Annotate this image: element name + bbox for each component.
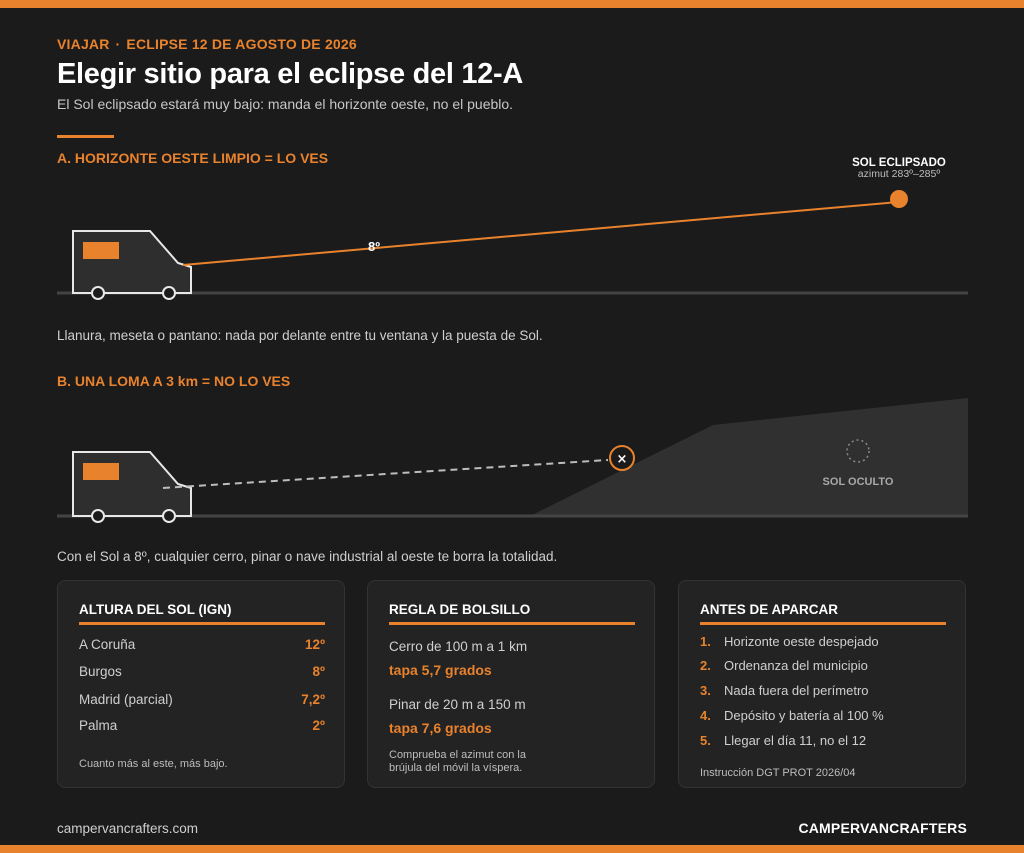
item-number: 5. bbox=[700, 733, 711, 748]
kicker-date: ECLIPSE 12 DE AGOSTO DE 2026 bbox=[126, 36, 357, 52]
blocked-marker-icon bbox=[609, 445, 635, 471]
hidden-sun-icon bbox=[846, 439, 870, 463]
checklist-item: 4. Depósito y batería al 100 % bbox=[700, 708, 946, 723]
item-text: Depósito y batería al 100 % bbox=[724, 708, 884, 723]
top-accent-bar bbox=[0, 0, 1024, 8]
card-title: REGLA DE BOLSILLO bbox=[389, 602, 635, 625]
card-footnote: Instrucción DGT PROT 2026/04 bbox=[700, 767, 856, 779]
kicker-category: VIAJAR bbox=[57, 36, 110, 52]
city-name: Burgos bbox=[79, 664, 122, 679]
rule-value: tapa 5,7 grados bbox=[389, 662, 492, 678]
altitude-value: 8º bbox=[312, 664, 325, 679]
altitude-value: 7,2º bbox=[301, 692, 325, 707]
eclipsed-sun-icon bbox=[890, 190, 908, 208]
angle-label: 8º bbox=[368, 239, 380, 254]
footer-site-link[interactable]: campervancrafters.com bbox=[57, 821, 199, 836]
card-footnote: Cuanto más al este, más bajo. bbox=[79, 758, 228, 770]
rule-text: Pinar de 20 m a 150 m bbox=[389, 697, 526, 712]
item-text: Ordenanza del municipio bbox=[724, 658, 868, 673]
card-altura-del-sol: ALTURA DEL SOL (IGN) A Coruña 12º Burgos 8… bbox=[57, 580, 345, 788]
sun-label: SOL ECLIPSADO bbox=[852, 157, 946, 169]
hill-shape bbox=[530, 398, 968, 516]
blocked-mark: × bbox=[617, 452, 628, 467]
sun-azimuth: azimut 283º–285º bbox=[858, 168, 941, 180]
sightline bbox=[182, 201, 899, 266]
card-title: ANTES DE APARCAR bbox=[700, 602, 946, 625]
checklist-item: 3. Nada fuera del perímetro bbox=[700, 683, 946, 698]
page-title: Elegir sitio para el eclipse del 12-A bbox=[57, 58, 523, 90]
card-regla-de-bolsillo: REGLA DE BOLSILLO Cerro de 100 m a 1 km … bbox=[367, 580, 655, 788]
city-name: Palma bbox=[79, 718, 118, 733]
altitude-row: Madrid (parcial) 7,2º bbox=[79, 692, 325, 707]
section-a-heading: A. HORIZONTE OESTE LIMPIO = LO VES bbox=[57, 150, 329, 166]
kicker-separator: · bbox=[115, 36, 121, 52]
footer-brand: CAMPERVANCRAFTERS bbox=[798, 820, 967, 836]
altitude-value: 12º bbox=[305, 637, 325, 652]
campervan-icon bbox=[72, 451, 192, 523]
hidden-sun-label: SOL OCULTO bbox=[823, 476, 894, 488]
section-a-diagram: 8º SOL ECLIPSADO azimut 283º–285º bbox=[57, 157, 968, 300]
section-b-heading: B. UNA LOMA A 3 km = NO LO VES bbox=[57, 373, 291, 389]
city-name: A Coruña bbox=[79, 637, 136, 652]
item-number: 3. bbox=[700, 683, 711, 698]
altitude-row: Burgos 8º bbox=[79, 664, 325, 679]
rule-value: tapa 7,6 grados bbox=[389, 720, 492, 736]
rule-text: Cerro de 100 m a 1 km bbox=[389, 639, 528, 654]
card-footnote-line: Comprueba el azimut con la bbox=[389, 749, 526, 761]
altitude-row: A Coruña 12º bbox=[79, 637, 325, 652]
bottom-accent-bar bbox=[0, 845, 1024, 853]
campervan-icon bbox=[72, 230, 192, 300]
section-b-diagram: × SOL OCULTO bbox=[57, 398, 968, 523]
altitude-value: 2º bbox=[312, 718, 325, 733]
card-antes-de-aparcar: ANTES DE APARCAR 1. Horizonte oeste despe… bbox=[678, 580, 966, 788]
checklist-item: 1. Horizonte oeste despejado bbox=[700, 634, 946, 649]
item-number: 1. bbox=[700, 634, 711, 649]
blocked-sightline bbox=[162, 459, 609, 489]
card-footnote-line: brújula del móvil la víspera. bbox=[389, 762, 523, 774]
card-title: ALTURA DEL SOL (IGN) bbox=[79, 602, 325, 625]
page-subtitle: El Sol eclipsado estará muy bajo: manda … bbox=[57, 96, 514, 112]
altitude-row: Palma 2º bbox=[79, 718, 325, 733]
section-b-note: Con el Sol a 8º, cualquier cerro, pinar … bbox=[57, 549, 558, 564]
item-text: Nada fuera del perímetro bbox=[724, 683, 869, 698]
item-number: 4. bbox=[700, 708, 711, 723]
checklist-item: 2. Ordenanza del municipio bbox=[700, 658, 946, 673]
checklist-item: 5. Llegar el día 11, no el 12 bbox=[700, 733, 946, 748]
title-underline bbox=[57, 135, 114, 138]
item-text: Llegar el día 11, no el 12 bbox=[724, 733, 867, 748]
kicker: VIAJAR · ECLIPSE 12 DE AGOSTO DE 2026 bbox=[57, 36, 357, 52]
item-text: Horizonte oeste despejado bbox=[724, 634, 879, 649]
city-name: Madrid (parcial) bbox=[79, 692, 173, 707]
item-number: 2. bbox=[700, 658, 711, 673]
section-a-note: Llanura, meseta o pantano: nada por dela… bbox=[57, 328, 543, 343]
